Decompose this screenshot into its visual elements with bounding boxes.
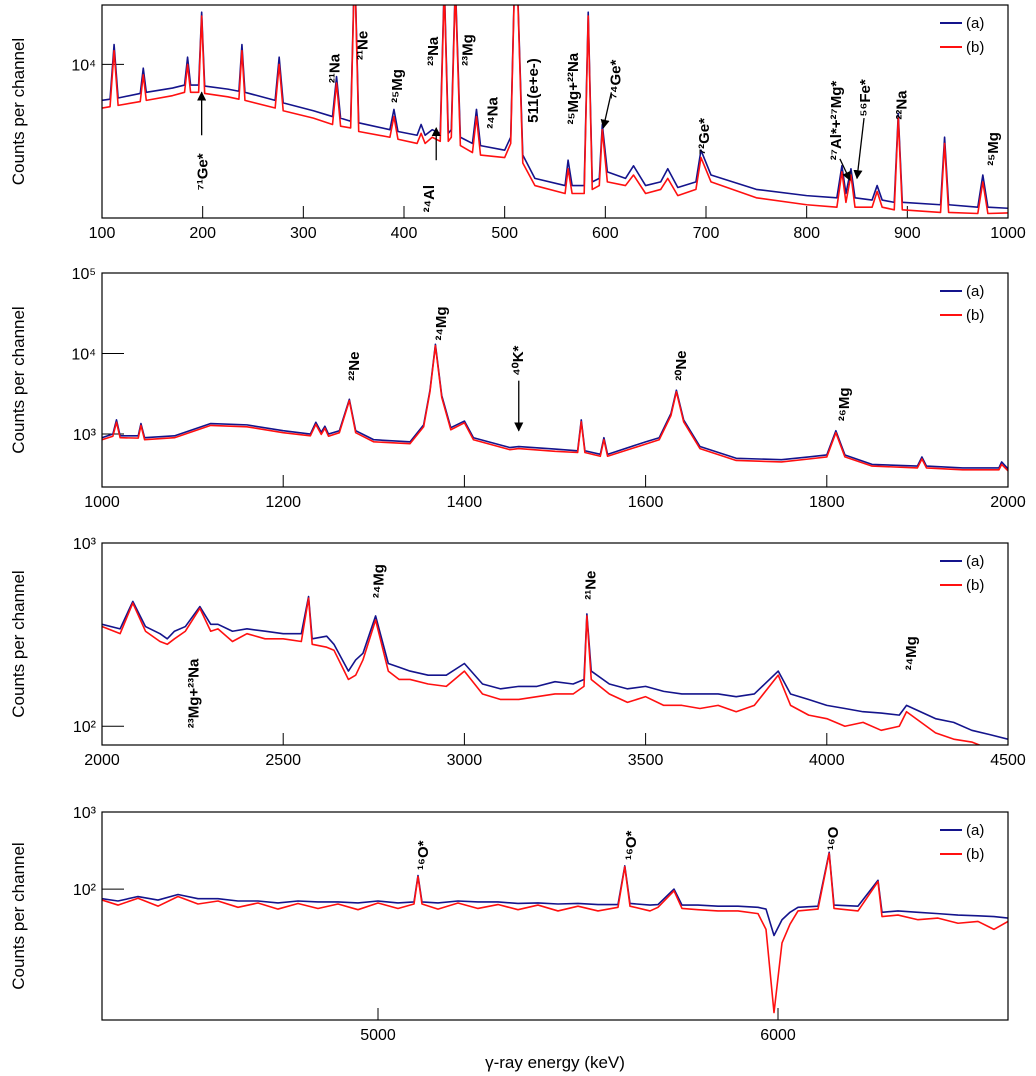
plot-area (102, 343, 1008, 472)
x-tick-label: 2500 (265, 752, 301, 769)
peak-label: ²⁴Mg (433, 306, 450, 340)
x-tick-label: 3000 (447, 752, 483, 769)
plot-area (102, 851, 1008, 1014)
legend-label: (b) (966, 846, 984, 863)
x-tick-label: 4500 (990, 752, 1026, 769)
x-tick-label: 1400 (447, 494, 483, 511)
peak-label: ²⁵Mg (985, 132, 1002, 166)
y-axis-title: Counts per channel (9, 842, 28, 989)
peak-label: ²¹Na (327, 53, 344, 83)
series-line (102, 343, 1008, 470)
series-line (102, 852, 1008, 1014)
plot-area (102, 595, 1008, 745)
legend-label: (b) (966, 577, 984, 594)
x-tick-label: 600 (592, 225, 619, 242)
peak-label: ¹⁶O* (623, 830, 640, 860)
x-tick-label: 300 (290, 225, 317, 242)
series-line (102, 597, 982, 745)
y-tick-label: 10⁴ (71, 57, 96, 74)
arrow (600, 92, 613, 129)
peak-label: ⁵⁶Fe* (857, 79, 874, 116)
peak-label: ²¹Ne (355, 31, 372, 60)
peak-label: ⁷¹Ge* (195, 153, 212, 190)
peak-label: ²¹Ne (582, 571, 599, 600)
peak-label: ²⁴Mg (370, 564, 387, 598)
peak-label: ²⁵Mg (389, 69, 406, 103)
peak-label: ²⁴Mg (903, 636, 920, 670)
peak-label: ²⁵Mg+²²Na (565, 52, 582, 124)
series-line (102, 344, 1008, 472)
x-tick-label: 100 (89, 225, 116, 242)
legend-label: (a) (966, 553, 984, 570)
x-tick-label: 700 (693, 225, 720, 242)
legend-label: (a) (966, 822, 984, 839)
y-tick-label: 10² (73, 719, 97, 736)
x-tick-label: 500 (491, 225, 518, 242)
y-tick-label: 10⁵ (72, 266, 96, 283)
x-tick-label: 1800 (809, 494, 845, 511)
peak-label: ²³Mg (459, 34, 476, 66)
x-tick-label: 3500 (628, 752, 664, 769)
x-tick-label: 1200 (265, 494, 301, 511)
x-tick-label: 1000 (84, 494, 120, 511)
x-tick-label: 1000 (990, 225, 1026, 242)
peak-label: ²⁴Al (421, 185, 438, 212)
legend-label: (b) (966, 39, 984, 56)
plot-frame (101, 542, 1009, 746)
series-line (102, 5, 1008, 215)
x-tick-label: 400 (391, 225, 418, 242)
peak-label: ²²Na (893, 90, 910, 120)
peak-label: ²⁷Al*+²⁷Mg* (828, 81, 845, 161)
peak-label: ²⁴Na (485, 97, 502, 129)
y-tick-label: 10³ (73, 805, 97, 822)
x-axis-title: γ-ray energy (keV) (485, 1053, 625, 1072)
y-tick-label: 10⁴ (71, 347, 96, 364)
x-tick-label: 5000 (360, 1027, 396, 1044)
peak-label: ²²Ne (346, 352, 363, 381)
x-tick-label: 1600 (628, 494, 664, 511)
x-tick-label: 900 (894, 225, 921, 242)
plot-frame (101, 811, 1009, 1021)
peak-label: ²³Mg+²³Na (186, 658, 203, 728)
arrow (839, 158, 851, 181)
series-line (102, 851, 1008, 937)
x-tick-label: 2000 (990, 494, 1026, 511)
y-tick-label: 10³ (73, 427, 97, 444)
peak-label: ¹⁶O (825, 826, 842, 850)
peak-label: ²⁶Mg (836, 387, 853, 421)
peak-label: ²³Na (425, 36, 442, 66)
legend-label: (a) (966, 283, 984, 300)
x-tick-label: 800 (793, 225, 820, 242)
legend-label: (b) (966, 307, 984, 324)
y-tick-label: 10² (73, 882, 97, 899)
peak-label: ⁷⁴Ge* (607, 60, 624, 100)
legend-label: (a) (966, 15, 984, 32)
plot-frame (101, 272, 1009, 488)
x-tick-label: 2000 (84, 752, 120, 769)
peak-label: ⁴⁰K* (510, 345, 527, 375)
peak-label: ²⁰Ne (673, 350, 690, 380)
y-axis-title: Counts per channel (9, 570, 28, 717)
peak-label: ¹⁶O* (415, 840, 432, 870)
x-tick-label: 200 (189, 225, 216, 242)
peak-label: ⁷²Ge* (696, 118, 713, 155)
series-line (102, 595, 1008, 740)
peak-label: 511(e+e-) (525, 58, 542, 123)
x-tick-label: 6000 (760, 1027, 796, 1044)
y-tick-label: 10³ (73, 536, 97, 553)
y-axis-title: Counts per channel (9, 306, 28, 453)
x-tick-label: 4000 (809, 752, 845, 769)
y-axis-title: Counts per channel (9, 38, 28, 185)
arrow (853, 118, 865, 180)
plot-frame (101, 4, 1009, 219)
